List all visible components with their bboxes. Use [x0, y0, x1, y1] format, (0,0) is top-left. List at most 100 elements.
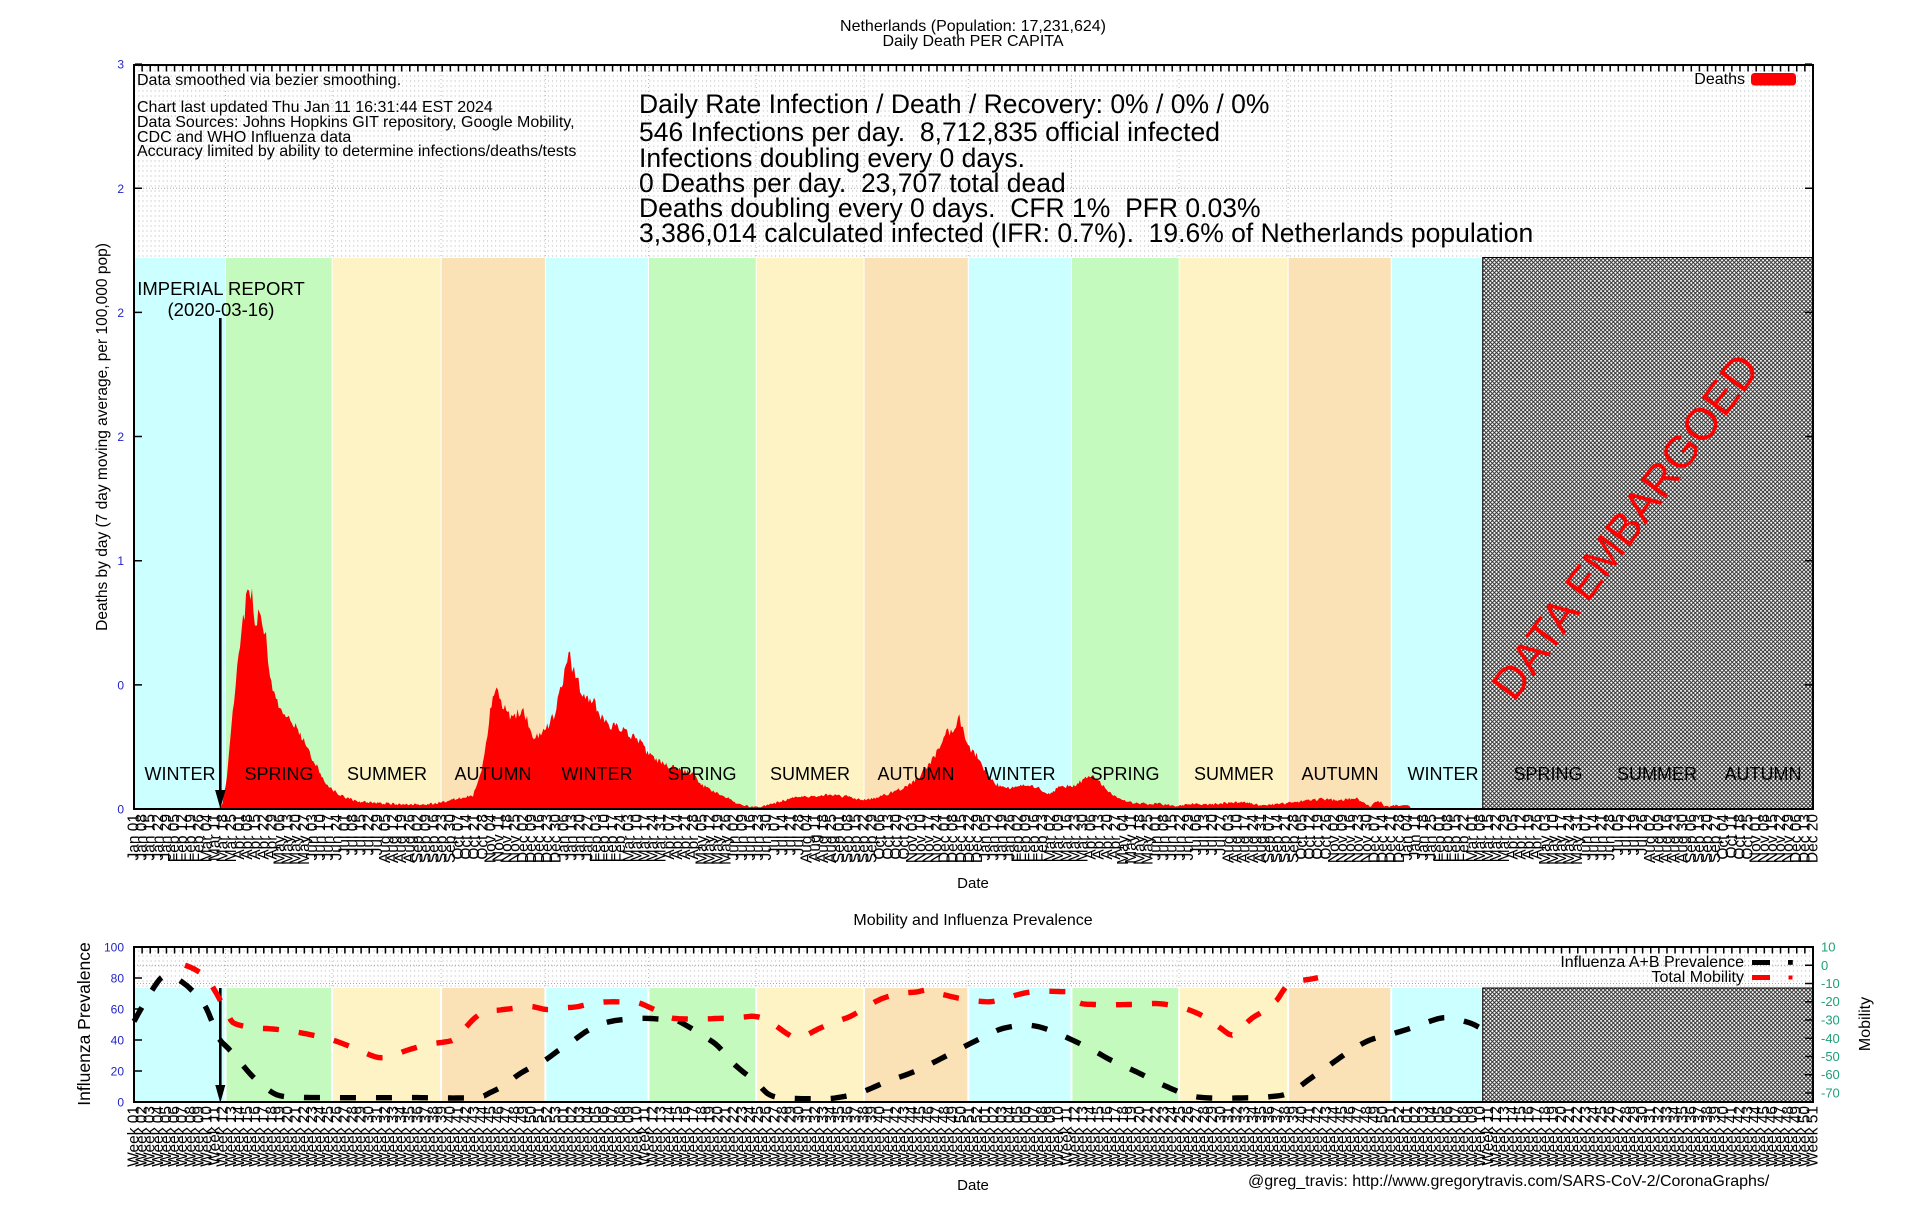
svg-text:Jan 29: Jan 29	[158, 814, 175, 861]
svg-text:Aug 23: Aug 23	[1667, 814, 1684, 863]
svg-text:Week 25: Week 25	[1594, 1106, 1611, 1167]
svg-text:WINTER: WINTER	[1408, 764, 1479, 784]
svg-text:Week 42: Week 42	[1310, 1106, 1327, 1167]
svg-text:May 18: May 18	[1131, 814, 1148, 865]
svg-text:Week 42: Week 42	[888, 1106, 905, 1167]
svg-text:Deaths by day (7 day moving av: Deaths by day (7 day moving average, per…	[94, 243, 111, 631]
svg-text:Week 25: Week 25	[320, 1106, 337, 1167]
svg-text:Week 33: Week 33	[815, 1106, 832, 1167]
svg-text:Jan 26: Jan 26	[1002, 814, 1019, 861]
svg-text:Apr 19: Apr 19	[1521, 814, 1538, 860]
svg-text:Week 10: Week 10	[1050, 1106, 1067, 1167]
svg-text:100: 100	[104, 941, 124, 955]
svg-text:Dec 23: Dec 23	[539, 814, 556, 863]
svg-text:Week 36: Week 36	[839, 1106, 856, 1167]
svg-text:Daily Death PER CAPITA: Daily Death PER CAPITA	[882, 33, 1063, 50]
svg-text:Week 19: Week 19	[1545, 1106, 1562, 1167]
svg-text:Week 15: Week 15	[1513, 1106, 1530, 1167]
svg-text:Dec 08: Dec 08	[945, 814, 962, 863]
svg-text:Week 23: Week 23	[734, 1106, 751, 1167]
svg-text:Week 22: Week 22	[726, 1106, 743, 1167]
svg-text:Week 30: Week 30	[361, 1106, 378, 1167]
svg-text:Nov 25: Nov 25	[507, 814, 524, 863]
svg-text:Week 06: Week 06	[1440, 1106, 1457, 1167]
svg-text:Sep 07: Sep 07	[1261, 814, 1278, 863]
svg-text:Week 25: Week 25	[1172, 1106, 1189, 1167]
svg-text:Week 17: Week 17	[1107, 1106, 1124, 1167]
svg-text:Week 21: Week 21	[718, 1106, 735, 1167]
svg-text:Week 33: Week 33	[385, 1106, 402, 1167]
svg-text:Dec 13: Dec 13	[1796, 814, 1813, 863]
svg-text:Week 29: Week 29	[783, 1106, 800, 1167]
svg-text:Sep 13: Sep 13	[1691, 814, 1708, 863]
svg-text:Week 03: Week 03	[572, 1106, 589, 1167]
svg-text:Feb 26: Feb 26	[190, 814, 207, 862]
svg-text:Feb 02: Feb 02	[1010, 814, 1027, 862]
svg-text:Mar 09: Mar 09	[1050, 814, 1067, 862]
svg-text:Week 05: Week 05	[1431, 1106, 1448, 1167]
svg-text:Jan 06: Jan 06	[555, 814, 572, 861]
svg-text:Apr 27: Apr 27	[1107, 814, 1124, 860]
svg-text:Week 14: Week 14	[1504, 1106, 1521, 1167]
svg-text:Oct 11: Oct 11	[1723, 814, 1740, 859]
svg-text:Jan 25: Jan 25	[1423, 814, 1440, 861]
svg-text:Week 13: Week 13	[1496, 1106, 1513, 1167]
svg-text:Week 40: Week 40	[1715, 1106, 1732, 1167]
svg-text:Week 40: Week 40	[872, 1106, 889, 1167]
svg-text:Week 04: Week 04	[1423, 1106, 1440, 1167]
svg-text:Oct 13: Oct 13	[880, 814, 897, 860]
svg-text:SUMMER: SUMMER	[1194, 764, 1274, 784]
svg-text:Jun 29: Jun 29	[1180, 814, 1197, 861]
svg-text:Apr 29: Apr 29	[263, 814, 280, 860]
svg-text:Dec 06: Dec 06	[1788, 814, 1805, 863]
svg-text:-20: -20	[1821, 994, 1840, 1009]
svg-text:40: 40	[111, 1034, 125, 1048]
svg-text:Nov 30: Nov 30	[1358, 814, 1375, 863]
svg-text:Week 21: Week 21	[1139, 1106, 1156, 1167]
svg-text:Aug 25: Aug 25	[823, 814, 840, 863]
svg-text:Oct 20: Oct 20	[888, 814, 905, 860]
svg-text:Week 32: Week 32	[1650, 1106, 1667, 1167]
svg-text:May 24: May 24	[1561, 814, 1578, 865]
svg-text:Week 07: Week 07	[174, 1106, 191, 1167]
svg-text:Feb 23: Feb 23	[1034, 814, 1051, 862]
svg-text:Dec 22: Dec 22	[961, 814, 978, 863]
svg-text:Week 26: Week 26	[328, 1106, 345, 1167]
svg-text:Jan 12: Jan 12	[985, 814, 1002, 861]
svg-text:Oct 19: Oct 19	[1310, 814, 1327, 860]
svg-text:Jun 30: Jun 30	[758, 814, 775, 861]
svg-text:Week 29: Week 29	[1204, 1106, 1221, 1167]
svg-text:Sep 09: Sep 09	[418, 814, 435, 863]
svg-text:Jun 16: Jun 16	[742, 814, 759, 861]
svg-text:Mar 24: Mar 24	[645, 814, 662, 863]
svg-text:Week 02: Week 02	[134, 1106, 151, 1167]
svg-text:546 Infections per day. 8,712: 546 Infections per day. 8,712,835 offici…	[639, 117, 1220, 147]
svg-text:Week 02: Week 02	[985, 1106, 1002, 1167]
svg-text:Week 02: Week 02	[564, 1106, 581, 1167]
svg-text:Sep 06: Sep 06	[1683, 814, 1700, 863]
svg-text:Week 16: Week 16	[1521, 1106, 1538, 1167]
svg-text:Mar 10: Mar 10	[628, 814, 645, 863]
svg-text:Mar 16: Mar 16	[1058, 814, 1075, 862]
svg-text:Mar 18: Mar 18	[215, 814, 232, 862]
svg-text:Mar 02: Mar 02	[1042, 814, 1059, 862]
svg-text:Week 01: Week 01	[977, 1106, 994, 1167]
svg-text:Jan 22: Jan 22	[150, 814, 167, 861]
svg-text:Week 28: Week 28	[774, 1106, 791, 1167]
svg-text:Week 10: Week 10	[1472, 1106, 1489, 1167]
svg-text:Week 14: Week 14	[1083, 1106, 1100, 1167]
svg-text:Jul 01: Jul 01	[336, 814, 353, 855]
svg-text:Data smoothed via bezier smoot: Data smoothed via bezier smoothing.	[137, 72, 401, 89]
svg-text:Sep 29: Sep 29	[864, 814, 881, 863]
svg-text:Oct 07: Oct 07	[450, 814, 467, 860]
svg-text:Influenza A+B Prevalence: Influenza A+B Prevalence	[1560, 954, 1744, 971]
svg-text:Aug 18: Aug 18	[815, 814, 832, 863]
svg-text:Sep 27: Sep 27	[1707, 814, 1724, 863]
svg-text:Sep 02: Sep 02	[409, 814, 426, 863]
svg-text:Mar 29: Mar 29	[1496, 814, 1513, 862]
svg-text:Infections doubling every 0 da: Infections doubling every 0 days.	[639, 143, 1025, 173]
svg-text:AUTUMN: AUTUMN	[878, 764, 955, 784]
svg-text:Feb 15: Feb 15	[1448, 814, 1465, 862]
svg-text:Week 41: Week 41	[880, 1106, 897, 1167]
svg-text:Feb 08: Feb 08	[1440, 814, 1457, 862]
